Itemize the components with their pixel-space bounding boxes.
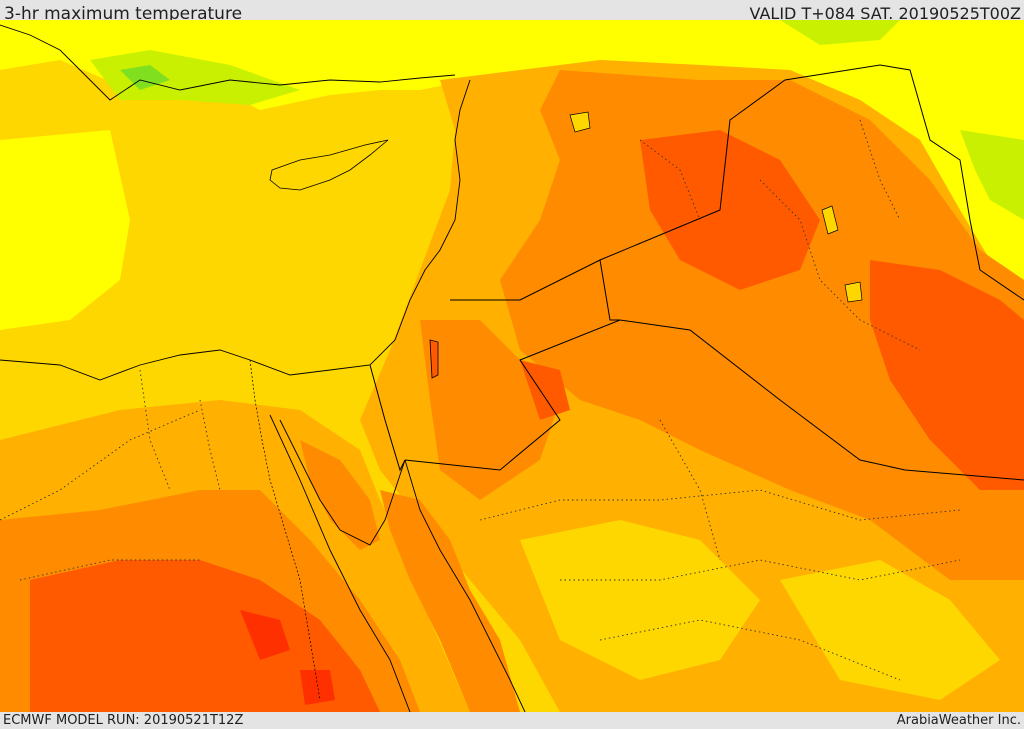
lake-iraq (844, 281, 863, 303)
temperature-field-north-green (780, 20, 900, 45)
map-canvas (0, 20, 1024, 712)
temperature-field-north-green (120, 65, 170, 90)
cyprus-island (269, 139, 389, 191)
temperature-field-redsea-coast (380, 490, 520, 712)
temperature-field-egypt-hot (240, 610, 290, 660)
temperature-field-saudi (520, 520, 760, 680)
egypt-west-red-sea-coast (269, 414, 411, 712)
temperature-field-iraq (500, 70, 1024, 580)
turkey-coastline (0, 24, 456, 101)
valid-time-label: VALID T+084 SAT. 20190525T00Z (749, 4, 1021, 23)
nile-river (249, 359, 321, 701)
temperature-field-north-green (90, 50, 300, 105)
model-run-label: ECMWF MODEL RUN: 20190521T12Z (3, 713, 244, 728)
header-bar: 3-hr maximum temperature VALID T+084 SAT… (0, 0, 1024, 24)
footer-bar: ECMWF MODEL RUN: 20190521T12Z ArabiaWeat… (0, 712, 1024, 729)
lake-syria (569, 111, 591, 133)
country-border (599, 259, 620, 321)
temperature-field-hot-core (640, 130, 820, 290)
temperature-field-sea-west (0, 130, 130, 330)
temperature-field-saudi (780, 560, 1000, 700)
credit-label: ArabiaWeather Inc. (896, 713, 1021, 728)
red-sea-coastline (279, 419, 526, 712)
temperature-map[interactable] (0, 20, 1024, 712)
country-border (369, 364, 406, 472)
temperature-field-egypt-hot (300, 670, 335, 705)
dead-sea (429, 339, 439, 379)
temperature-field-hot-core (870, 260, 1024, 490)
temperature-field-hot-core (520, 360, 570, 420)
map-title: 3-hr maximum temperature (4, 4, 243, 24)
temperature-field-egypt-hot (30, 560, 380, 712)
province-boundaries (0, 119, 961, 681)
lake-iraq (821, 205, 839, 235)
temperature-field-north-green (960, 130, 1024, 220)
country-border (404, 319, 1024, 481)
temperature-field-sinai-hot (300, 440, 380, 550)
